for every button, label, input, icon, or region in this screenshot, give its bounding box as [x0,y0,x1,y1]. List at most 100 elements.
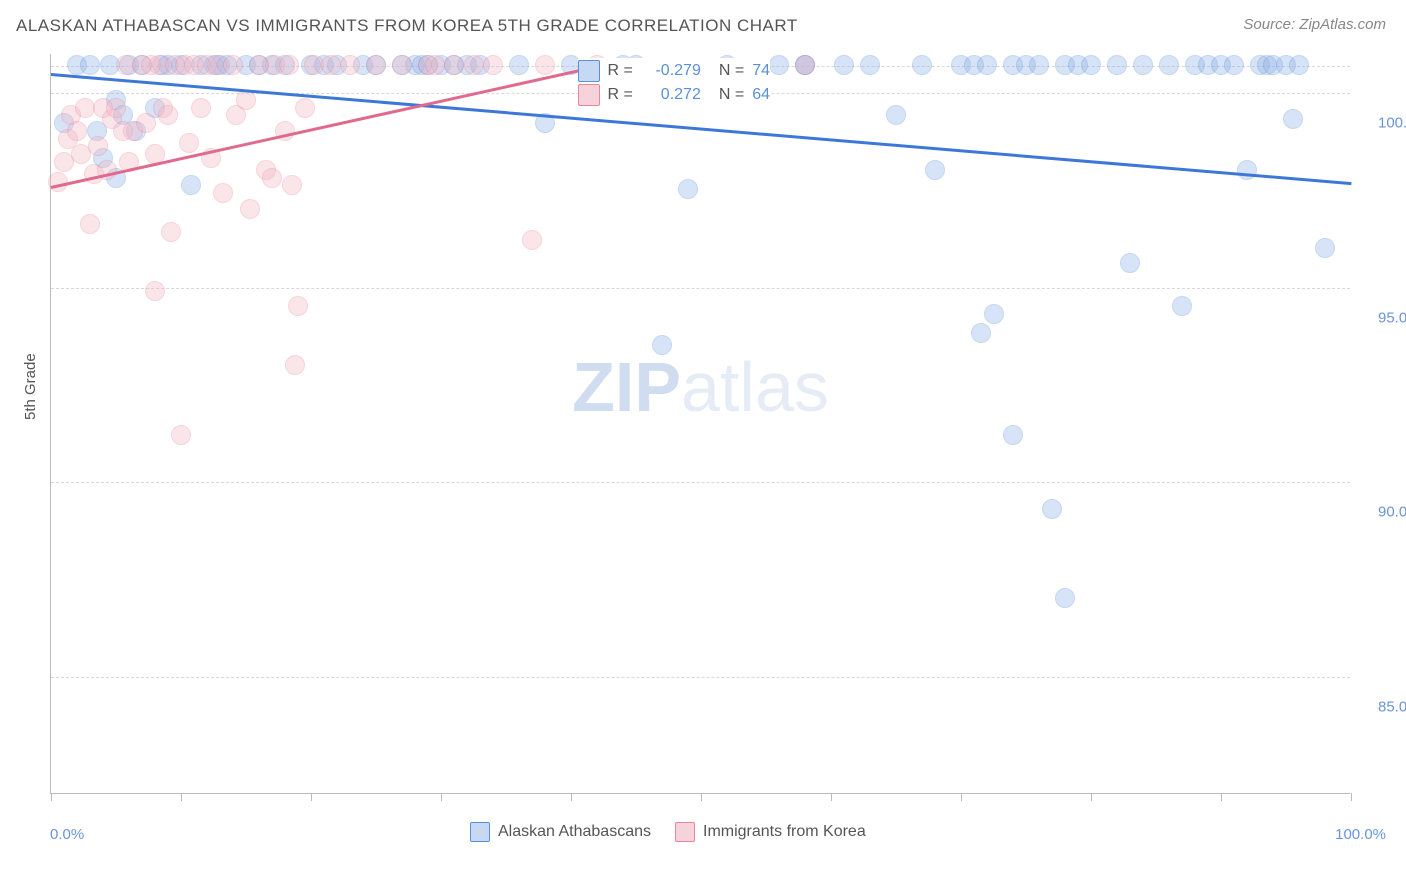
scatter-point [1315,238,1335,258]
source-name: ZipAtlas.com [1299,16,1386,33]
scatter-point [886,105,906,125]
scatter-point [295,98,315,118]
gridline [51,288,1350,289]
scatter-point [1289,55,1309,75]
y-tick-label: 90.0% [1360,504,1406,521]
scatter-point [1042,499,1062,519]
gridline [51,482,1350,483]
scatter-point [984,304,1004,324]
plot-area: ZIPatlas 85.0%90.0%95.0%100.0%R =-0.279N… [50,54,1350,794]
scatter-point [80,55,100,75]
scatter-point [769,55,789,75]
scatter-point [464,55,484,75]
scatter-point [1120,253,1140,273]
chart-title: ALASKAN ATHABASCAN VS IMMIGRANTS FROM KO… [16,16,798,36]
scatter-point [136,113,156,133]
scatter-point [1003,425,1023,445]
scatter-point [285,355,305,375]
gridline [51,677,1350,678]
scatter-point [213,183,233,203]
x-tick [1351,793,1352,801]
y-axis-title: 5th Grade [22,353,39,420]
scatter-point [425,55,445,75]
x-tick [441,793,442,801]
scatter-point [444,55,464,75]
scatter-point [860,55,880,75]
legend-r-label: R = [608,62,633,80]
legend-n-value: 74 [752,62,770,80]
x-tick [1091,793,1092,801]
x-tick [311,793,312,801]
x-tick [831,793,832,801]
legend-swatch [578,60,600,82]
scatter-point [67,121,87,141]
source-prefix: Source: [1243,16,1299,33]
legend-n-label: N = [719,62,744,80]
x-tick [571,793,572,801]
legend-item: Immigrants from Korea [675,822,866,842]
scatter-point [795,55,815,75]
source-attribution: Source: ZipAtlas.com [1243,16,1386,33]
scatter-point [1133,55,1153,75]
y-tick-label: 95.0% [1360,309,1406,326]
header-bar: ALASKAN ATHABASCAN VS IMMIGRANTS FROM KO… [0,0,1406,50]
legend-stats-row: R = -0.279 N = 74 [578,60,770,82]
scatter-point [340,55,360,75]
scatter-point [240,199,260,219]
scatter-point [161,222,181,242]
legend-swatch [470,822,490,842]
scatter-point [321,55,341,75]
legend-item: Alaskan Athabascans [470,822,651,842]
legend-n-label: N = [719,86,744,104]
scatter-point [1159,55,1179,75]
y-tick-label: 100.0% [1360,114,1406,131]
scatter-point [106,98,126,118]
x-tick [181,793,182,801]
scatter-point [171,425,191,445]
legend-label: Immigrants from Korea [703,823,866,841]
scatter-point [282,175,302,195]
scatter-point [392,55,412,75]
watermark: ZIPatlas [572,347,829,427]
scatter-point [191,98,211,118]
scatter-point [223,55,243,75]
x-axis-max-label: 100.0% [1335,826,1386,843]
scatter-point [912,55,932,75]
y-tick-label: 85.0% [1360,699,1406,716]
scatter-point [971,323,991,343]
scatter-point [834,55,854,75]
scatter-point [483,55,503,75]
scatter-point [279,55,299,75]
legend-stats-row: R = 0.272 N = 64 [578,84,770,106]
scatter-point [1081,55,1101,75]
scatter-point [977,55,997,75]
scatter-point [236,90,256,110]
scatter-point [181,175,201,195]
scatter-point [925,160,945,180]
watermark-light: atlas [681,348,829,426]
scatter-point [158,105,178,125]
legend-n-value: 64 [752,86,770,104]
x-tick [701,793,702,801]
scatter-point [75,98,95,118]
scatter-point [678,179,698,199]
scatter-point [1224,55,1244,75]
scatter-point [288,296,308,316]
x-tick [961,793,962,801]
x-tick [1221,793,1222,801]
legend-r-value: -0.279 [641,62,701,80]
legend-r-value: 0.272 [641,86,701,104]
scatter-point [88,136,108,156]
scatter-point [535,55,555,75]
legend-swatch [578,84,600,106]
scatter-point [1055,588,1075,608]
scatter-point [145,281,165,301]
scatter-point [1107,55,1127,75]
legend-label: Alaskan Athabascans [498,823,651,841]
legend-r-label: R = [608,86,633,104]
scatter-point [522,230,542,250]
scatter-point [262,168,282,188]
scatter-point [1172,296,1192,316]
scatter-point [1283,109,1303,129]
legend-swatch [675,822,695,842]
